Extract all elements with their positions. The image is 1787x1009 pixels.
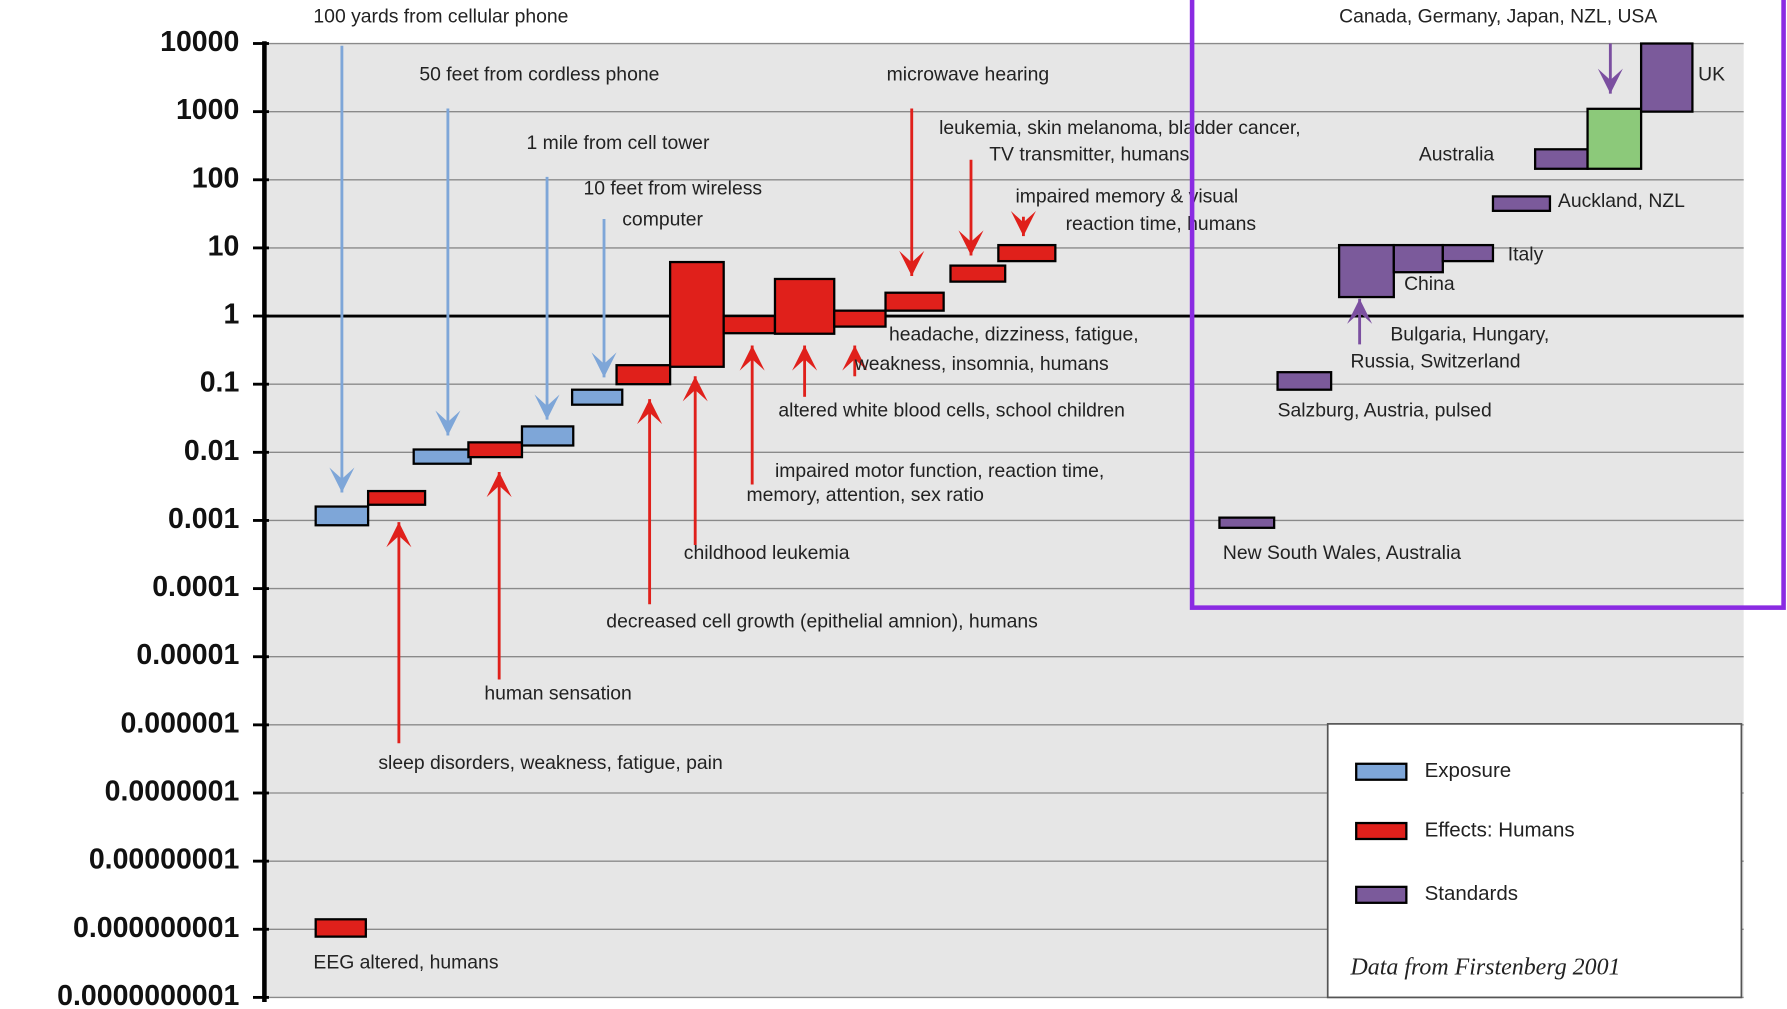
arrow-head <box>386 522 412 548</box>
annotation: New South Wales, Australia <box>1223 542 1461 564</box>
y-tick-label: 0.0001 <box>152 571 239 603</box>
annotation: weakness, insomnia, humans <box>854 353 1109 375</box>
annotation: UK <box>1698 64 1725 86</box>
bar <box>1533 148 1589 170</box>
arrow-head <box>1597 68 1623 94</box>
arrow-head <box>842 345 868 371</box>
bar <box>1441 243 1495 263</box>
bar <box>668 260 725 368</box>
annotation: Auckland, NZL <box>1558 190 1685 212</box>
arrow-head <box>435 410 461 436</box>
bar <box>467 441 524 459</box>
annotation: Bulgaria, Hungary, <box>1390 323 1549 345</box>
annotation: Salzburg, Austria, pulsed <box>1278 400 1492 422</box>
annotation: reaction time, humans <box>1066 213 1256 235</box>
arrow-head <box>792 345 818 371</box>
bar <box>314 918 367 938</box>
y-tick-label: 1000 <box>176 94 239 126</box>
annotation: impaired motor function, reaction time, <box>775 460 1104 482</box>
arrow-head <box>1347 298 1373 324</box>
annotation: impaired memory & visual <box>1015 185 1238 207</box>
annotation: decreased cell growth (epithelial amnion… <box>606 611 1038 633</box>
annotation: TV transmitter, humans <box>989 143 1189 165</box>
annotation: 1 mile from cell tower <box>527 132 710 154</box>
y-tick-label: 0.0000001 <box>105 776 240 808</box>
annotation: Australia <box>1419 143 1495 165</box>
annotation: 10 feet from wireless <box>584 177 763 199</box>
annotation: memory, attention, sex ratio <box>746 484 983 506</box>
annotation: human sensation <box>484 682 631 704</box>
y-tick-label: 0.00001 <box>136 639 239 671</box>
y-tick-label: 0.000000001 <box>73 912 239 944</box>
annotation: 100 yards from cellular phone <box>313 5 568 27</box>
arrow-head <box>329 467 355 493</box>
y-tick-label: 0.001 <box>168 503 239 535</box>
bar <box>773 277 836 335</box>
legend-label: Standards <box>1425 882 1518 905</box>
bar <box>1491 195 1552 212</box>
bar <box>520 425 575 447</box>
bar <box>833 309 887 328</box>
arrow-head <box>958 230 984 256</box>
bar <box>366 489 427 506</box>
bar <box>1276 371 1333 391</box>
annotation: leukemia, skin melanoma, bladder cancer, <box>939 117 1301 139</box>
highlight-box <box>1189 0 1786 610</box>
bar <box>1337 243 1395 299</box>
annotation: childhood leukemia <box>684 542 850 564</box>
arrow-head <box>899 250 925 276</box>
annotation: Italy <box>1508 244 1544 266</box>
annotation: headache, dizziness, fatigue, <box>889 323 1139 345</box>
y-tick-label: 10000 <box>160 26 239 58</box>
arrow-head <box>486 472 512 498</box>
bar <box>722 314 777 335</box>
annotation: Canada, Germany, Japan, NZL, USA <box>1339 5 1657 27</box>
annotation: microwave hearing <box>887 64 1049 86</box>
arrow-head <box>682 376 708 402</box>
y-tick-label: 1 <box>223 299 239 331</box>
arrow-head <box>637 399 663 425</box>
y-tick-label: 100 <box>192 162 240 194</box>
bar <box>1639 42 1694 113</box>
y-tick-label: 0.000001 <box>121 707 240 739</box>
y-tick-label: 0.0000000001 <box>57 980 239 1009</box>
arrow-head <box>591 352 617 378</box>
arrow-head <box>739 345 765 371</box>
y-tick-label: 0.00000001 <box>89 844 240 876</box>
y-tick-label: 0.1 <box>200 367 240 399</box>
bar <box>997 243 1057 263</box>
annotation: computer <box>622 208 703 230</box>
annotation: China <box>1404 273 1455 295</box>
annotation: sleep disorders, weakness, fatigue, pain <box>378 752 722 774</box>
annotation: Russia, Switzerland <box>1351 351 1521 373</box>
annotation: EEG altered, humans <box>313 951 498 973</box>
legend-swatch <box>1355 885 1408 904</box>
note: Data from Firstenberg 2001 <box>1350 954 1621 980</box>
bar <box>570 388 624 406</box>
legend-label: Effects: Humans <box>1425 818 1575 841</box>
legend-swatch <box>1355 762 1408 781</box>
bar <box>412 448 472 465</box>
bar <box>314 505 370 527</box>
bar <box>1218 516 1276 529</box>
annotation: altered white blood cells, school childr… <box>778 400 1125 422</box>
annotation: 50 feet from cordless phone <box>419 64 659 86</box>
arrow-head <box>534 394 560 420</box>
bar <box>1392 243 1444 274</box>
y-tick-label: 0.01 <box>184 435 240 467</box>
arrow-head <box>1010 211 1036 237</box>
bar <box>615 364 672 386</box>
y-tick-label: 10 <box>208 230 240 262</box>
bar <box>949 264 1007 283</box>
legend-label: Exposure <box>1425 759 1512 782</box>
bar <box>884 291 945 312</box>
legend-swatch <box>1355 821 1408 841</box>
bar <box>1586 107 1643 170</box>
